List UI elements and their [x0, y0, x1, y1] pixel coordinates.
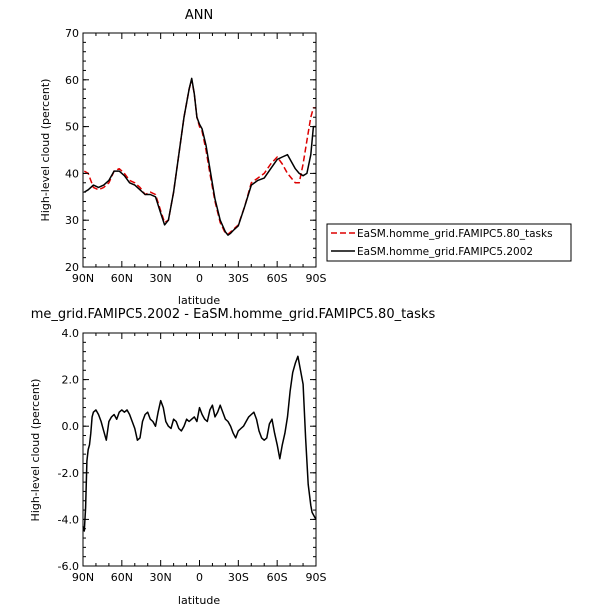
bottom-x-tick-label: 60N	[111, 571, 133, 584]
top-y-tick-label: 50	[65, 121, 79, 134]
bottom-plot: 90N 60N 30N 0 30S 60S 90S -6.0 -4.0 -2.0 0.0 2.0 4.0	[58, 327, 327, 584]
legend-box	[326, 223, 572, 262]
top-x-axis-title: latitude	[178, 294, 220, 307]
top-x-tick-label: 90S	[306, 272, 327, 285]
legend-label-series-2: EaSM.homme_grid.FAMIPC5.2002	[357, 246, 533, 258]
bottom-x-axis-title: latitude	[178, 594, 220, 607]
bottom-x-tick-label: 30S	[228, 571, 249, 584]
bottom-x-tick-label: 90N	[72, 571, 94, 584]
top-x-tick-label: 60S	[267, 272, 288, 285]
bottom-series-1-line	[82, 355, 317, 532]
bottom-y-tick-label: 4.0	[62, 327, 80, 340]
top-y-tick-label: 60	[65, 74, 79, 87]
bottom-y-axis-title: High-level cloud (percent)	[29, 379, 42, 522]
bottom-y-tick-label: -4.0	[58, 513, 79, 526]
top-chart-title: ANN	[185, 8, 213, 23]
bottom-x-tick-label: 0	[196, 571, 203, 584]
top-x-tick-label: 60N	[111, 272, 133, 285]
top-x-tick-label: 0	[196, 272, 203, 285]
legend-label-series-1: EaSM.homme_grid.FAMIPC5.80_tasks	[357, 228, 553, 240]
bottom-x-tick-label: 60S	[267, 571, 288, 584]
bottom-chart-title: me_grid.FAMIPC5.2002 - EaSM.homme_grid.F…	[31, 307, 436, 322]
bottom-y-tick-label: 0.0	[62, 420, 80, 433]
top-x-tick-label: 30N	[150, 272, 172, 285]
top-y-axis-title: High-level cloud (percent)	[39, 79, 52, 222]
top-series-1-line	[83, 79, 316, 235]
top-y-tick-label: 20	[65, 261, 79, 274]
bottom-y-tick-label: 2.0	[62, 374, 80, 387]
top-plot: 90N 60N 30N 0 30S 60S 90S 20 30 40 50 60 70	[65, 27, 327, 285]
top-x-tick-label: 90N	[72, 272, 94, 285]
top-y-tick-label: 30	[65, 214, 79, 227]
bottom-x-tick-label: 90S	[306, 571, 327, 584]
bottom-x-tick-label: 30N	[150, 571, 172, 584]
bottom-y-tick-label: -2.0	[58, 467, 79, 480]
top-series-2-line	[83, 77, 316, 236]
top-y-tick-label: 70	[65, 27, 79, 40]
top-x-tick-label: 30S	[228, 272, 249, 285]
legend: EaSM.homme_grid.FAMIPC5.80_tasks EaSM.ho…	[326, 223, 572, 262]
top-plot-frame	[82, 32, 317, 268]
bottom-y-tick-label: -6.0	[58, 560, 79, 573]
top-y-tick-label: 40	[65, 167, 79, 180]
